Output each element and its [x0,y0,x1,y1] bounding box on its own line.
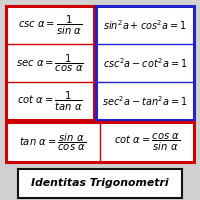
Text: $\it{sec}^{2}\it{a} - \it{tan}^{2}\it{a} = 1$: $\it{sec}^{2}\it{a} - \it{tan}^{2}\it{a}… [102,94,188,108]
FancyBboxPatch shape [96,6,194,120]
Text: Identitas Trigonometri: Identitas Trigonometri [31,178,169,188]
Text: $\it{tan}\ \alpha = \dfrac{\it{sin}\ \alpha}{\it{cos}\ \alpha}$: $\it{tan}\ \alpha = \dfrac{\it{sin}\ \al… [19,132,86,153]
Text: $\it{csc}\ \alpha = \dfrac{1}{\it{sin}\ \alpha}$: $\it{csc}\ \alpha = \dfrac{1}{\it{sin}\ … [18,13,82,37]
Text: $\it{cot}\ \alpha = \dfrac{\it{cos}\ \alpha}{\it{sin}\ \alpha}$: $\it{cot}\ \alpha = \dfrac{\it{cos}\ \al… [114,132,180,153]
Text: $\it{csc}^{2}\it{a} - \it{cot}^{2}\it{a} = 1$: $\it{csc}^{2}\it{a} - \it{cot}^{2}\it{a}… [103,56,187,70]
Text: $\it{cot}\ \alpha = \dfrac{1}{\it{tan}\ \alpha}$: $\it{cot}\ \alpha = \dfrac{1}{\it{tan}\ … [17,89,83,113]
FancyBboxPatch shape [18,169,182,198]
FancyBboxPatch shape [6,6,94,120]
Text: $\it{sin}^{2}\it{a} + \it{cos}^{2}\it{a} = 1$: $\it{sin}^{2}\it{a} + \it{cos}^{2}\it{a}… [103,18,187,32]
Text: $\it{sec}\ \alpha = \dfrac{1}{\it{cos}\ \alpha}$: $\it{sec}\ \alpha = \dfrac{1}{\it{cos}\ … [16,52,84,74]
FancyBboxPatch shape [6,122,194,162]
